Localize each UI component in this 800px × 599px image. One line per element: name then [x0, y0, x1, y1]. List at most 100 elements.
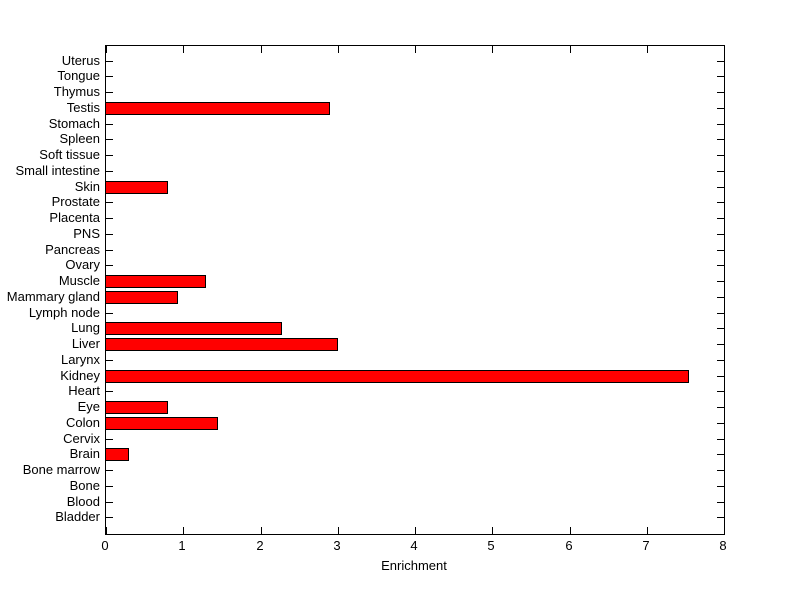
x-tick-label-7: 7	[642, 538, 650, 553]
y-tick-label-soft-tissue: Soft tissue	[39, 147, 100, 162]
plot-area	[105, 45, 725, 535]
x-axis-tick-top	[647, 46, 648, 53]
y-tick-label-eye: Eye	[77, 399, 100, 414]
y-axis-tick-left	[106, 76, 113, 77]
y-axis-tick-left	[106, 92, 113, 93]
y-axis-tick-right	[717, 502, 724, 503]
y-axis-tick-left	[106, 171, 113, 172]
y-axis-labels: Uterus Tongue Thymus Testis Stomach Spleen Sof…	[0, 45, 100, 533]
x-tick-label-2: 2	[256, 538, 264, 553]
y-axis-tick-right	[717, 423, 724, 424]
x-axis-tick-bottom	[338, 527, 339, 534]
bar-eye	[105, 401, 168, 414]
y-tick-label-lung: Lung	[71, 320, 100, 335]
x-axis-tick-bottom	[415, 527, 416, 534]
x-tick-label-8: 8	[719, 538, 727, 553]
y-axis-tick-right	[717, 407, 724, 408]
y-tick-label-brain: Brain	[69, 446, 100, 461]
y-tick-label-heart: Heart	[68, 383, 100, 398]
x-axis-tick-bottom	[492, 527, 493, 534]
y-axis-tick-right	[717, 313, 724, 314]
x-axis-tick-top	[724, 46, 725, 53]
y-axis-tick-right	[717, 486, 724, 487]
y-axis-tick-left	[106, 360, 113, 361]
y-axis-tick-right	[717, 281, 724, 282]
y-tick-label-prostate: Prostate	[51, 194, 100, 209]
y-tick-label-stomach: Stomach	[48, 116, 100, 131]
x-tick-label-6: 6	[565, 538, 573, 553]
y-tick-label-pancreas: Pancreas	[45, 242, 100, 257]
y-axis-tick-right	[717, 124, 724, 125]
y-tick-label-liver: Liver	[71, 336, 100, 351]
y-axis-tick-left	[106, 439, 113, 440]
y-tick-label-larynx: Larynx	[60, 352, 100, 367]
y-axis-tick-right	[717, 76, 724, 77]
y-axis-tick-right	[717, 517, 724, 518]
y-tick-label-cervix: Cervix	[63, 431, 100, 446]
bar-brain	[105, 448, 129, 461]
y-tick-label-mammary-gland: Mammary gland	[6, 289, 100, 304]
x-axis-tick-top	[183, 46, 184, 53]
y-axis-tick-right	[717, 265, 724, 266]
bar-kidney	[105, 370, 689, 383]
bar-testis	[105, 102, 330, 115]
y-axis-tick-left	[106, 155, 113, 156]
bar-lung	[105, 322, 282, 335]
y-axis-tick-right	[717, 139, 724, 140]
y-tick-label-bone: Bone	[69, 478, 100, 493]
bar-mammary-gland	[105, 291, 178, 304]
y-axis-tick-right	[717, 360, 724, 361]
x-axis-tick-bottom	[183, 527, 184, 534]
y-axis-tick-left	[106, 250, 113, 251]
y-axis-tick-left	[106, 202, 113, 203]
y-axis-tick-right	[717, 344, 724, 345]
y-axis-tick-left	[106, 61, 113, 62]
y-axis-tick-left	[106, 486, 113, 487]
y-tick-label-blood: Blood	[66, 494, 100, 509]
y-axis-tick-right	[717, 155, 724, 156]
y-axis-tick-right	[717, 376, 724, 377]
y-axis-tick-right	[717, 108, 724, 109]
y-axis-tick-right	[717, 187, 724, 188]
y-axis-tick-left	[106, 517, 113, 518]
x-axis-tick-bottom	[261, 527, 262, 534]
x-tick-label-4: 4	[410, 538, 418, 553]
x-axis-tick-bottom	[724, 527, 725, 534]
y-axis-tick-right	[717, 250, 724, 251]
x-axis-tick-top	[338, 46, 339, 53]
y-tick-label-testis: Testis	[66, 100, 100, 115]
y-tick-label-pns: PNS	[73, 226, 100, 241]
bar-colon	[105, 417, 218, 430]
y-tick-label-colon: Colon	[66, 415, 100, 430]
x-tick-label-0: 0	[101, 538, 109, 553]
x-axis-tick-top	[261, 46, 262, 53]
y-axis-tick-right	[717, 391, 724, 392]
y-axis-tick-right	[717, 328, 724, 329]
y-tick-label-thymus: Thymus	[53, 84, 100, 99]
y-tick-label-uterus: Uterus	[61, 53, 100, 68]
x-tick-label-1: 1	[178, 538, 186, 553]
y-axis-tick-right	[717, 171, 724, 172]
y-tick-label-spleen: Spleen	[59, 131, 100, 146]
y-axis-tick-left	[106, 265, 113, 266]
y-axis-tick-right	[717, 297, 724, 298]
y-axis-tick-left	[106, 391, 113, 392]
x-tick-label-3: 3	[333, 538, 341, 553]
x-axis-tick-top	[492, 46, 493, 53]
y-axis-tick-right	[717, 439, 724, 440]
y-axis-tick-left	[106, 139, 113, 140]
y-tick-label-ovary: Ovary	[65, 257, 100, 272]
y-tick-label-placenta: Placenta	[49, 210, 100, 225]
y-axis-tick-right	[717, 218, 724, 219]
y-tick-label-small-intestine: Small intestine	[15, 163, 100, 178]
y-axis-tick-left	[106, 470, 113, 471]
y-axis-tick-right	[717, 92, 724, 93]
y-axis-tick-right	[717, 454, 724, 455]
bar-muscle	[105, 275, 206, 288]
y-axis-tick-right	[717, 202, 724, 203]
y-tick-label-kidney: Kidney	[60, 368, 100, 383]
bar-liver	[105, 338, 338, 351]
y-axis-tick-right	[717, 470, 724, 471]
y-axis-tick-left	[106, 124, 113, 125]
